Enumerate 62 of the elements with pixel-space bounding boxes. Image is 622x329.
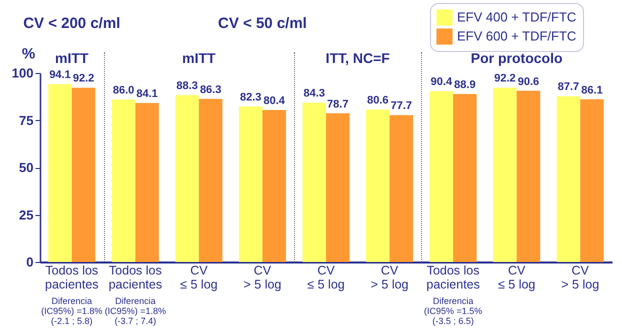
- data-label: 77.7: [390, 100, 412, 112]
- data-label: 84.1: [136, 88, 158, 100]
- data-label: 82.3: [240, 91, 262, 104]
- bar: [48, 84, 72, 262]
- y-tick-label: 50: [19, 160, 34, 175]
- y-tick-label: 75: [19, 112, 34, 128]
- y-axis-title: %: [22, 46, 36, 62]
- x-tick-label: CV > 5 log: [370, 264, 409, 292]
- legend-label: EFV 400 + TDF/FTC: [457, 10, 576, 24]
- y-tick-label: 100: [12, 66, 34, 80]
- bar: [556, 96, 580, 262]
- text: mITT: [182, 50, 216, 66]
- bar: [390, 115, 414, 262]
- data-label: 86.3: [200, 84, 222, 96]
- bar: [453, 94, 477, 262]
- text: CV < 200 c/ml: [23, 15, 120, 32]
- x-tick-label: Todos los pacientes: [426, 264, 480, 292]
- data-label: 86.0: [112, 84, 134, 96]
- bar: [262, 110, 286, 262]
- x-tick-label: CV > 5 log: [561, 264, 600, 292]
- data-label: 80.6: [367, 94, 389, 107]
- text: Diferencia (IC95%) =1.8% (-2.1 ; 5.8): [41, 296, 102, 326]
- x-tick-label: CV > 5 log: [244, 264, 282, 292]
- bar: [580, 99, 604, 262]
- bar: [493, 88, 517, 262]
- data-label: 92.2: [494, 72, 516, 85]
- bar: [238, 106, 262, 262]
- y-tick-label: 0: [26, 254, 34, 270]
- x-tick-label: CV ≤ 5 log: [307, 264, 345, 292]
- x-tick-label: Todos los pacientes: [45, 264, 99, 292]
- bar: [430, 91, 454, 262]
- data-label: 90.6: [518, 76, 540, 88]
- text: mITT: [55, 50, 88, 66]
- data-label: 92.2: [72, 72, 94, 85]
- data-label: 88.3: [176, 80, 198, 92]
- x-tick-label: CV ≤ 5 log: [180, 264, 218, 292]
- data-label: 94.1: [49, 69, 71, 82]
- data-label: 84.3: [304, 88, 325, 100]
- data-label: 86.1: [581, 84, 603, 96]
- bar: [112, 99, 136, 262]
- legend-label: EFV 600 + TDF/FTC: [457, 28, 576, 44]
- bar: [326, 113, 350, 262]
- data-label: 80.4: [263, 95, 286, 108]
- text: Diferencia (IC95%) =1.8% (-3.7 ; 7.4): [104, 296, 166, 326]
- y-tick-label: 25: [19, 207, 34, 222]
- data-label: 78.7: [327, 98, 348, 110]
- bar: [516, 90, 540, 262]
- bar: [135, 103, 159, 262]
- text: ITT, NC=F: [326, 50, 390, 66]
- data-label: 90.4: [430, 76, 453, 88]
- text: Diferencia (IC95% =1.5% (-3.5 ; 6.5): [424, 296, 482, 326]
- data-label: 88.9: [454, 78, 476, 91]
- bar: [175, 95, 199, 262]
- data-label: 87.7: [558, 81, 580, 94]
- x-tick-label: Todos los pacientes: [108, 264, 162, 292]
- bar: [72, 88, 96, 262]
- text: CV < 50 c/ml: [218, 15, 307, 32]
- bar: [198, 98, 222, 262]
- x-tick-label: CV ≤ 5 log: [498, 264, 536, 292]
- bar: [302, 102, 326, 262]
- text: Por protocolo: [470, 50, 563, 66]
- bar: [366, 110, 390, 262]
